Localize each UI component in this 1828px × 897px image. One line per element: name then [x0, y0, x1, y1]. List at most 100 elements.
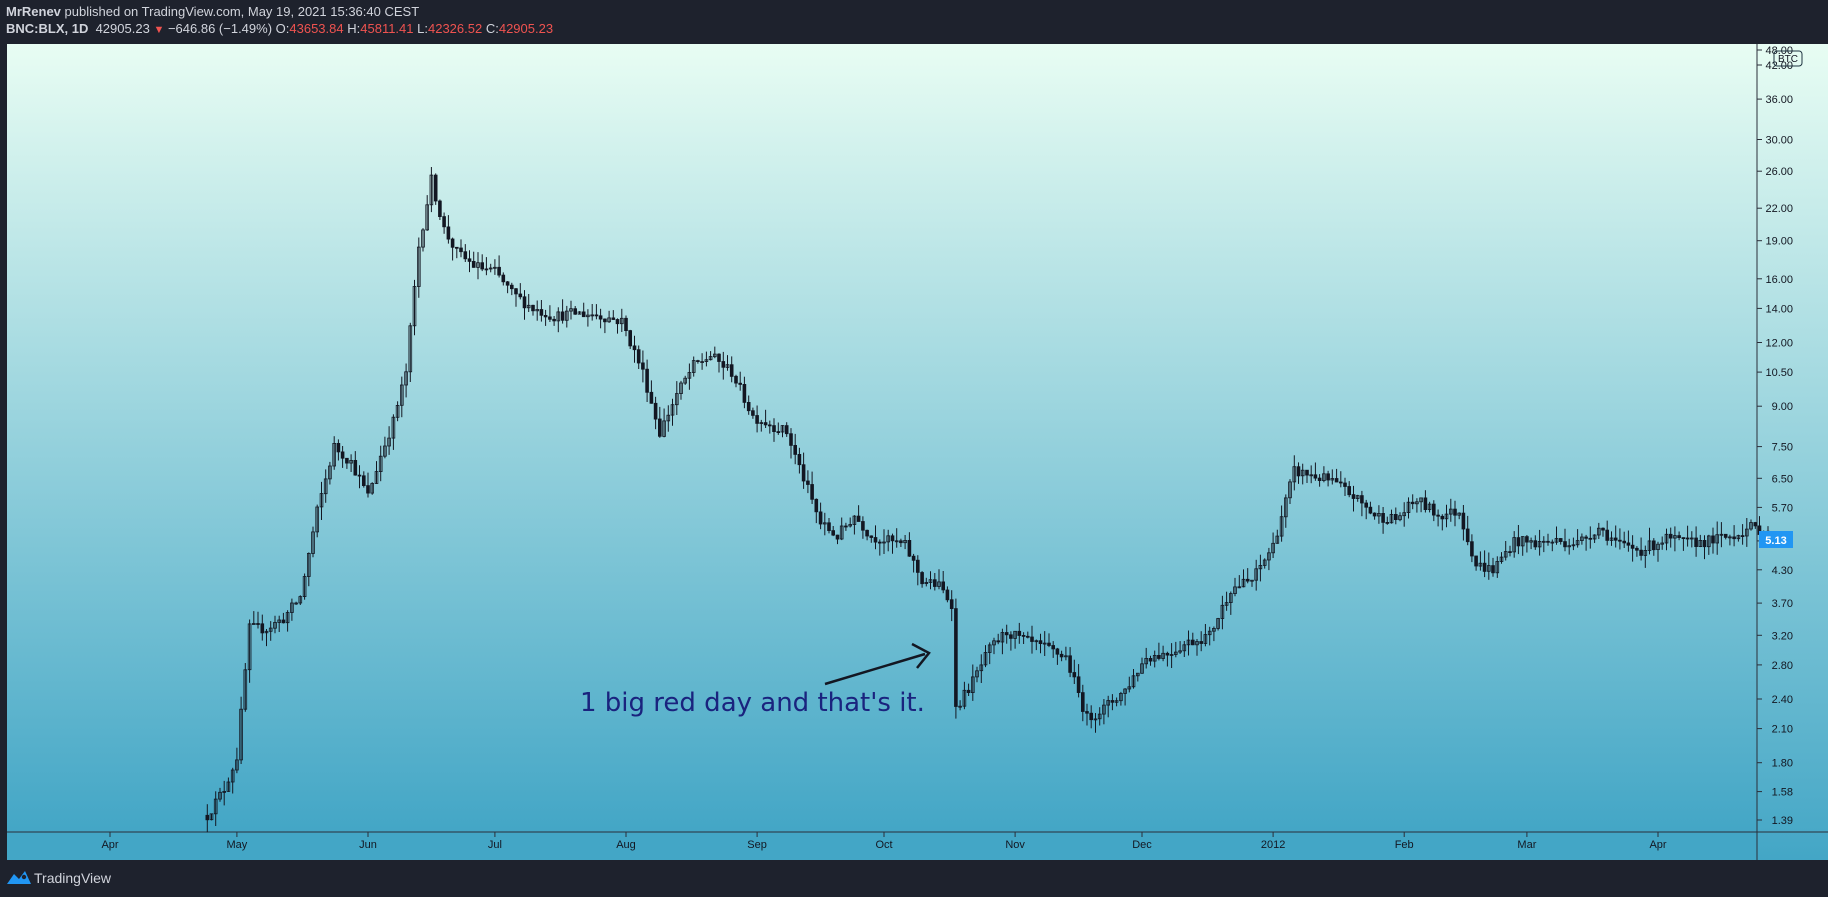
- candle: [1250, 579, 1254, 587]
- candle: [319, 481, 324, 520]
- candle: [869, 535, 874, 543]
- candle: [535, 300, 539, 321]
- candle: [408, 322, 413, 382]
- candle: [987, 642, 992, 665]
- candle: [827, 518, 831, 534]
- candle: [1516, 525, 1521, 555]
- candle: [1262, 558, 1267, 569]
- open-value: 43653.84: [289, 21, 344, 36]
- candle: [1300, 463, 1305, 485]
- candle: [713, 346, 717, 359]
- candle: [548, 305, 552, 322]
- candle: [1305, 469, 1309, 483]
- plot-area[interactable]: [7, 44, 1757, 832]
- candle: [1487, 552, 1491, 580]
- candle: [1444, 504, 1449, 528]
- x-tick-label: Mar: [1517, 839, 1536, 851]
- y-tick-label: 1.58: [1772, 787, 1793, 799]
- candle: [273, 615, 277, 634]
- candle: [1385, 516, 1390, 525]
- candle: [662, 408, 666, 438]
- candle: [1529, 537, 1533, 550]
- candle: [916, 555, 920, 586]
- candle: [958, 700, 962, 711]
- candle: [488, 263, 493, 273]
- tradingview-logo-icon[interactable]: [6, 868, 32, 888]
- candle: [873, 525, 878, 550]
- candle: [1690, 531, 1694, 548]
- candle: [645, 359, 649, 402]
- candle: [1042, 631, 1047, 656]
- tradingview-brand[interactable]: TradingView: [34, 870, 112, 886]
- y-tick-label: 3.70: [1772, 598, 1793, 610]
- x-axis: Apr May Jun Jul Aug Sep Oct Nov Dec 2012 Feb Mar Apr: [101, 832, 1667, 851]
- candle: [1326, 470, 1330, 487]
- candle: [1461, 505, 1466, 541]
- candle: [467, 250, 472, 273]
- candle: [1563, 528, 1567, 552]
- candle: [226, 777, 231, 792]
- candle: [1072, 659, 1077, 684]
- candle: [687, 363, 692, 390]
- candle: [979, 654, 984, 683]
- candle: [1127, 676, 1132, 693]
- time-scale[interactable]: [7, 832, 1757, 860]
- candle: [1191, 632, 1195, 646]
- candle: [1178, 641, 1182, 654]
- candle: [1508, 545, 1512, 557]
- candle: [793, 433, 797, 465]
- candle: [670, 398, 675, 426]
- candle: [971, 664, 975, 701]
- candle: [1169, 643, 1174, 668]
- candle: [1055, 647, 1060, 665]
- candle: [345, 457, 349, 469]
- author-name[interactable]: MrRenev: [6, 4, 61, 19]
- candle: [277, 615, 281, 632]
- published-text: published on TradingView.com, May 19, 20…: [64, 4, 420, 19]
- candle: [1558, 538, 1563, 545]
- candle: [1643, 545, 1648, 568]
- candle: [222, 780, 227, 806]
- candle: [1436, 509, 1440, 527]
- candle: [1499, 552, 1504, 564]
- candle: [1165, 651, 1170, 667]
- candle: [801, 452, 806, 489]
- candle: [1377, 505, 1381, 524]
- y-tick-label: 6.50: [1772, 473, 1793, 485]
- candle: [531, 304, 535, 316]
- candle: [442, 212, 446, 234]
- y-tick-label: 14.00: [1765, 303, 1793, 315]
- candle: [835, 534, 840, 545]
- candle: [323, 469, 328, 503]
- candle: [856, 505, 861, 522]
- y-tick-label: 7.50: [1772, 442, 1793, 454]
- candle: [235, 747, 239, 774]
- price-scale[interactable]: [1757, 44, 1828, 860]
- candle: [1216, 617, 1220, 631]
- candle: [1723, 533, 1728, 540]
- candle: [1728, 534, 1732, 546]
- candle: [620, 308, 624, 332]
- candle: [1453, 500, 1457, 527]
- candle: [395, 401, 400, 422]
- candle: [1140, 657, 1144, 674]
- candle: [1148, 655, 1153, 666]
- candle: [708, 351, 713, 361]
- candle: [1694, 526, 1698, 557]
- candle: [218, 787, 222, 802]
- candle: [1102, 699, 1106, 725]
- candle: [1478, 551, 1483, 571]
- candle: [949, 590, 954, 622]
- candle: [683, 375, 687, 385]
- symbol-label[interactable]: BNC:BLX, 1D: [6, 21, 89, 36]
- candle: [598, 308, 603, 329]
- candle: [213, 791, 218, 826]
- candle: [700, 353, 704, 370]
- x-tick-label: Dec: [1132, 839, 1152, 851]
- candle: [636, 345, 641, 369]
- y-tick-label: 1.39: [1772, 815, 1793, 827]
- btc-unit-box: [1773, 50, 1803, 67]
- candle: [1296, 462, 1301, 484]
- candle: [1580, 533, 1584, 545]
